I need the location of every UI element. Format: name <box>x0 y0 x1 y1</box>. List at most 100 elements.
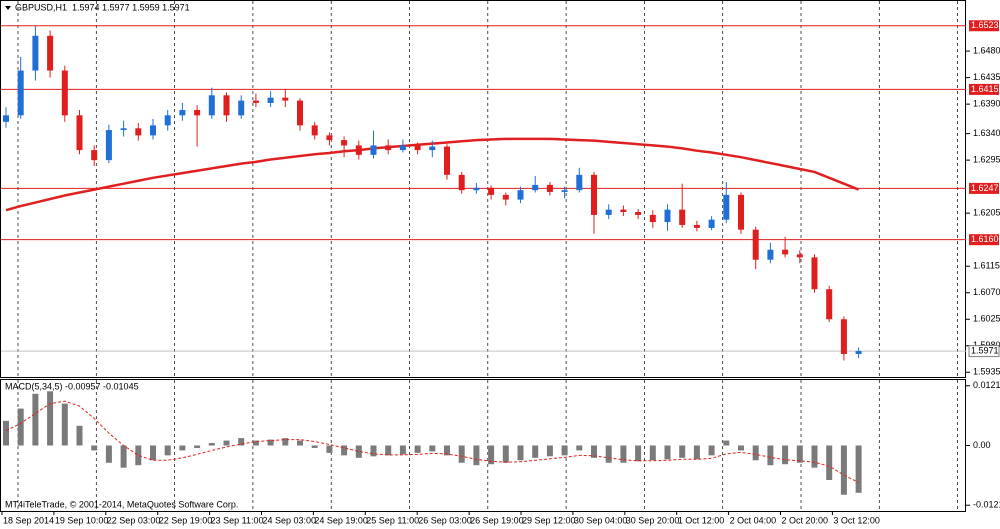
candle-body <box>458 174 465 191</box>
candle-body <box>693 224 700 228</box>
macd-bar <box>341 445 348 456</box>
y-tick-label: -0.01213 <box>973 500 1000 510</box>
macd-bar <box>473 445 480 466</box>
macd-bar <box>326 445 333 453</box>
x-tick-label: 23 Sep 11:00 <box>211 515 264 525</box>
candle-body <box>238 100 245 116</box>
candle-body <box>267 97 274 103</box>
macd-bar <box>370 445 377 457</box>
macd-bar <box>385 445 392 456</box>
x-tick-label: 1 Oct 12:00 <box>678 515 725 525</box>
candle-body <box>767 249 774 260</box>
candle-body <box>576 174 583 191</box>
macd-bar <box>429 445 436 452</box>
macd-bar <box>76 425 83 446</box>
x-tick-label: 19 Sep 10:00 <box>55 515 109 525</box>
macd-bar <box>164 445 171 456</box>
x-tick-label: 30 Sep 04:00 <box>574 515 628 525</box>
y-tick-label: 1.6205 <box>973 208 1000 218</box>
candle-body <box>532 184 539 191</box>
macd-bar <box>708 445 715 456</box>
macd-bar <box>238 438 245 446</box>
y-tick-label: 1.6070 <box>973 287 1000 297</box>
candle-body <box>164 115 171 126</box>
macd-bar <box>399 445 406 455</box>
candle-body <box>32 35 39 71</box>
macd-bar <box>532 445 539 458</box>
level-label-box <box>969 83 999 95</box>
candle-body <box>488 187 495 195</box>
candle-body <box>91 150 98 161</box>
x-tick-label: 2 Oct 20:00 <box>782 515 829 525</box>
x-tick-label: 22 Sep 03:00 <box>107 515 161 525</box>
candle-body <box>311 125 318 136</box>
macd-bar <box>679 445 686 458</box>
macd-bar <box>105 445 112 463</box>
candle-body <box>282 97 289 101</box>
y-tick-label: 0.01213 <box>973 380 1000 390</box>
macd-bar <box>796 445 803 463</box>
y-tick-label: 1.6025 <box>973 314 1000 324</box>
y-tick-label: 1.6115 <box>973 261 1000 271</box>
macd-bar <box>223 440 230 446</box>
candle-body <box>473 187 480 191</box>
candle-body <box>429 146 436 151</box>
macd-bar <box>664 445 671 460</box>
candle-body <box>179 110 186 116</box>
candle-body <box>105 130 112 161</box>
level-label-box <box>969 182 999 194</box>
candle-body <box>399 145 406 151</box>
macd-bar <box>693 445 700 460</box>
macd-panel-frame <box>0 379 966 512</box>
candle-body <box>796 254 803 258</box>
macd-bar <box>32 393 39 446</box>
macd-bar <box>502 445 509 463</box>
candle-body <box>502 194 509 200</box>
macd-bar <box>458 445 465 463</box>
candle-body <box>561 190 568 192</box>
candle-body <box>679 209 686 225</box>
y-tick-label: 1.6340 <box>973 128 1000 138</box>
candle-body <box>76 115 83 151</box>
candle-body <box>223 95 230 116</box>
candle-body <box>723 194 730 220</box>
x-tick-label: 29 Sep 12:00 <box>522 515 576 525</box>
candle-body <box>782 249 789 255</box>
candle-body <box>752 229 759 260</box>
level-label: 1.6523 <box>971 20 999 30</box>
candle-body <box>591 174 597 215</box>
y-tick-label: 0.00 <box>973 440 991 450</box>
candle-body <box>297 100 303 126</box>
main-title: GBPUSD,H1 1.5974 1.5977 1.5959 1.5971 <box>15 2 190 12</box>
macd-bar <box>61 403 68 446</box>
candle-body <box>341 140 348 146</box>
macd-bar <box>546 445 553 457</box>
candle-body <box>517 190 524 200</box>
macd-bar <box>811 445 818 468</box>
macd-bar <box>414 445 421 453</box>
footer: MT4iTeleTrade, © 2001-2014, MetaQuotes S… <box>5 499 238 509</box>
x-tick-label: 25 Sep 11:00 <box>366 515 419 525</box>
signal-line <box>5 400 859 483</box>
candle-body <box>414 145 421 151</box>
y-tick-label: 1.6390 <box>973 99 1000 109</box>
level-label-box <box>969 234 999 246</box>
x-tick-label: 18 Sep 2014 <box>3 515 54 525</box>
macd-bar <box>194 445 201 448</box>
candle-body <box>605 209 612 215</box>
x-tick-label: 26 Sep 19:00 <box>470 515 524 525</box>
macd-bar <box>267 439 274 446</box>
candle-body <box>370 145 377 155</box>
candle-body <box>546 184 553 192</box>
candle-body <box>444 146 450 175</box>
level-label: 1.6247 <box>971 183 999 193</box>
collapse-icon <box>5 6 11 10</box>
candle-body <box>738 194 744 230</box>
macd-bar <box>179 445 186 451</box>
main-panel-frame <box>0 0 966 378</box>
y-tick-label: 1.6435 <box>973 72 1000 82</box>
macd-bar <box>782 445 789 465</box>
candle-body <box>811 257 818 290</box>
